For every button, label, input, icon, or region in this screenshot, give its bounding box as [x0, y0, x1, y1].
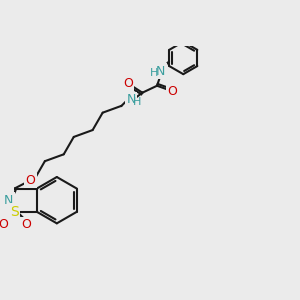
- Text: H: H: [150, 68, 158, 78]
- Text: H: H: [132, 97, 141, 107]
- Text: O: O: [0, 218, 8, 231]
- Text: O: O: [21, 218, 31, 231]
- Text: O: O: [26, 174, 35, 187]
- Text: N: N: [156, 64, 166, 78]
- Text: N: N: [4, 194, 13, 207]
- Text: S: S: [10, 205, 19, 219]
- Text: O: O: [123, 76, 133, 89]
- Text: N: N: [127, 93, 136, 106]
- Text: O: O: [167, 85, 177, 98]
